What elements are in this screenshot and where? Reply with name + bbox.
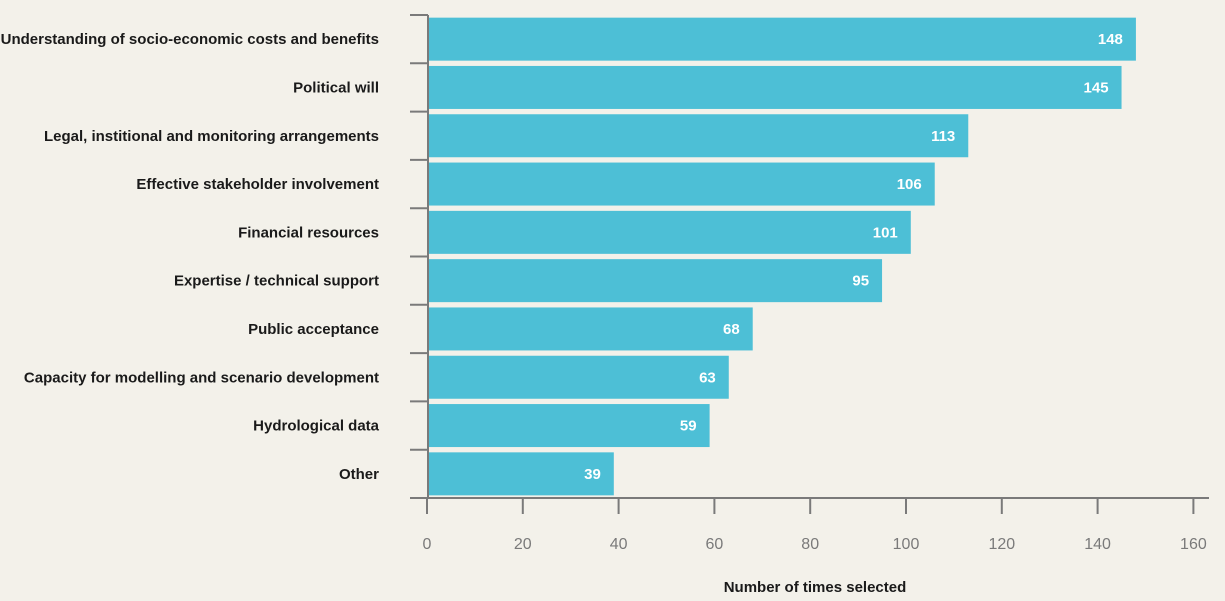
value-label: 68 xyxy=(723,321,740,338)
value-label: 148 xyxy=(1098,31,1123,48)
category-labels: Understanding of socio-economic costs an… xyxy=(1,31,380,483)
bar xyxy=(429,162,935,206)
x-tick-label: 80 xyxy=(801,536,819,553)
category-label: Understanding of socio-economic costs an… xyxy=(1,31,379,48)
bar xyxy=(429,259,883,303)
category-label: Political will xyxy=(293,79,379,96)
category-label: Financial resources xyxy=(238,224,379,241)
category-label: Effective stakeholder involvement xyxy=(136,176,379,193)
value-label: 95 xyxy=(852,273,869,290)
x-tick-label: 100 xyxy=(893,536,920,553)
category-label: Other xyxy=(339,466,379,483)
category-label: Public acceptance xyxy=(248,321,379,338)
category-label: Legal, institional and monitoring arrang… xyxy=(44,128,379,145)
x-tick-label: 140 xyxy=(1084,536,1111,553)
bar xyxy=(429,307,753,351)
bar xyxy=(429,17,1136,61)
x-axis-ticks: 0 20 40 60 80 100 120 140 160 xyxy=(423,498,1207,553)
value-label: 113 xyxy=(931,128,955,145)
x-axis-title: Number of times selected xyxy=(724,579,907,596)
value-label: 39 xyxy=(584,466,601,483)
bar xyxy=(429,355,729,399)
bars xyxy=(429,17,1136,496)
category-label: Capacity for modelling and scenario deve… xyxy=(24,369,379,386)
bar xyxy=(429,452,614,496)
value-label: 59 xyxy=(680,418,697,435)
x-tick-label: 120 xyxy=(988,536,1015,553)
y-axis-ticks xyxy=(410,14,428,499)
x-tick-label: 20 xyxy=(514,536,532,553)
category-label: Expertise / technical support xyxy=(174,273,379,290)
x-tick-label: 160 xyxy=(1180,536,1207,553)
bar xyxy=(429,210,911,254)
value-label: 106 xyxy=(897,176,922,193)
bar xyxy=(429,65,1122,109)
value-label: 101 xyxy=(873,224,898,241)
value-labels: 148 145 113 106 101 95 68 63 59 39 xyxy=(584,31,1123,483)
x-tick-label: 0 xyxy=(423,536,432,553)
x-tick-label: 60 xyxy=(706,536,724,553)
x-tick-label: 40 xyxy=(610,536,628,553)
category-label: Hydrological data xyxy=(253,418,380,435)
bar xyxy=(429,404,710,448)
value-label: 145 xyxy=(1084,79,1109,96)
value-label: 63 xyxy=(699,369,716,386)
bar xyxy=(429,114,969,158)
